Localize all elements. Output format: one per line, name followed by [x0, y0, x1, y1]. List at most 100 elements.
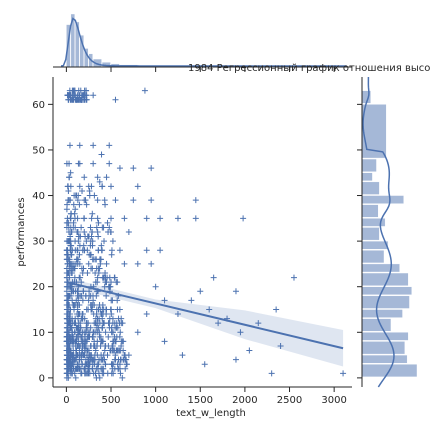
right-hist-bar	[361, 172, 373, 182]
x-tick-label: 1500	[188, 395, 213, 406]
scatter-point	[157, 247, 164, 254]
scatter-point	[78, 224, 85, 231]
scatter-point	[63, 342, 70, 349]
scatter-point	[215, 320, 222, 327]
scatter-point	[107, 347, 114, 354]
scatter-point	[99, 247, 106, 254]
scatter-point	[77, 87, 84, 94]
scatter-point	[80, 288, 87, 295]
scatter-point	[112, 352, 119, 359]
scatter-point	[91, 342, 98, 349]
scatter-point	[64, 301, 71, 308]
scatter-point	[119, 338, 126, 345]
scatter-point	[114, 361, 121, 368]
scatter-point	[76, 260, 83, 267]
scatter-point	[97, 311, 104, 318]
scatter-point	[76, 242, 83, 249]
scatter-point	[63, 283, 70, 290]
scatter-point	[125, 229, 132, 235]
scatter-point	[66, 274, 73, 281]
scatter-point	[98, 365, 105, 372]
scatter-point	[63, 370, 70, 377]
scatter-point	[101, 283, 108, 290]
right-kde-curve	[362, 76, 395, 388]
scatter-point	[179, 352, 186, 359]
scatter-point	[273, 306, 280, 313]
scatter-point	[83, 201, 90, 208]
scatter-point	[102, 329, 109, 336]
y-tick-label: 10	[32, 328, 45, 339]
right-hist-bar	[361, 240, 389, 250]
scatter-point	[148, 260, 155, 267]
scatter-point	[75, 238, 82, 245]
right-hist-bar	[361, 295, 410, 309]
scatter-point	[69, 338, 76, 345]
scatter-point	[75, 361, 82, 368]
scatter-point	[103, 292, 110, 299]
scatter-point	[67, 169, 74, 176]
scatter-point	[78, 265, 85, 272]
scatter-point	[78, 279, 85, 286]
scatter-point	[116, 306, 123, 313]
y-tick-label: 40	[32, 191, 45, 202]
scatter-point	[66, 142, 73, 149]
scatter-point	[74, 197, 81, 204]
scatter-point	[94, 352, 101, 359]
scatter-point	[89, 306, 96, 313]
scatter-point	[82, 356, 89, 363]
scatter-point	[63, 329, 70, 336]
scatter-point	[119, 374, 126, 381]
top-marginal-histogram	[53, 13, 352, 72]
scatter-point	[77, 324, 84, 331]
scatter-point	[81, 370, 88, 377]
scatter-point	[87, 224, 94, 231]
scatter-point	[86, 251, 93, 258]
scatter-point	[174, 311, 181, 318]
scatter-point	[95, 233, 102, 240]
right-hist-bar	[361, 250, 385, 264]
scatter-point	[106, 142, 113, 149]
scatter-point	[130, 197, 137, 204]
right-hist-bar	[361, 227, 380, 241]
scatter-point	[67, 215, 74, 222]
scatter-point	[84, 361, 91, 368]
y-tick-label: 30	[32, 237, 45, 248]
scatter-point	[75, 338, 82, 345]
scatter-point	[105, 333, 112, 340]
scatter-point	[157, 215, 164, 222]
scatter-point	[76, 142, 83, 149]
scatter-point	[90, 92, 97, 99]
scatter-point	[116, 247, 123, 254]
scatter-point	[64, 320, 71, 327]
scatter-point	[99, 324, 106, 331]
scatter-point	[210, 274, 217, 281]
scatter-point	[143, 247, 150, 254]
scatter-point	[94, 215, 101, 222]
x-tick-label: 2000	[232, 395, 257, 406]
scatter-point	[85, 329, 92, 336]
scatter-point	[67, 224, 74, 231]
scatter-point	[152, 283, 159, 290]
scatter-point	[148, 197, 155, 204]
scatter-point	[110, 370, 117, 377]
scatter-point	[74, 215, 81, 222]
scatter-point	[73, 365, 80, 372]
x-tick-label: 500	[101, 395, 120, 406]
scatter-point	[64, 347, 71, 354]
scatter-cloud	[63, 87, 347, 381]
scatter-point	[90, 160, 97, 167]
scatter-point	[93, 374, 100, 381]
scatter-point	[79, 96, 86, 103]
scatter-point	[84, 233, 91, 240]
scatter-point	[66, 229, 73, 235]
scatter-point	[89, 265, 96, 272]
scatter-point	[108, 251, 115, 258]
scatter-point	[161, 297, 168, 304]
scatter-point	[116, 333, 123, 340]
scatter-point	[89, 242, 96, 249]
scatter-point	[108, 329, 115, 336]
scatter-point	[81, 338, 88, 345]
scatter-point	[76, 160, 83, 167]
scatter-point	[90, 297, 97, 304]
scatter-point	[68, 288, 75, 295]
